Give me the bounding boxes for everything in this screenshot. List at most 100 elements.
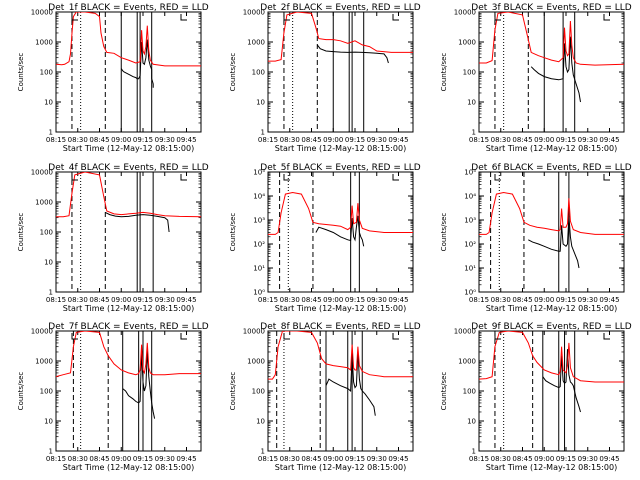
events-series-line [120,39,154,88]
y-tick-label: 10000 [31,9,53,17]
y-tick-label: 100 [40,69,53,77]
x-tick-label: 08:15 [46,136,66,144]
x-tick-label: 09:15 [556,296,576,304]
top-left-marker [71,174,78,181]
y-tick-label: 10 [467,99,476,107]
x-tick-label: 08:15 [469,136,489,144]
y-tick-label: 10000 [454,328,476,336]
x-tick-label: 08:45 [89,296,109,304]
x-tick-label: 09:00 [534,296,554,304]
x-axis-label: Start Time (12-May-12 08:15:00) [63,304,194,313]
lld-series-line [268,331,413,380]
panel-title: Det_5f BLACK = Events, RED = LLD [260,163,420,173]
x-axis-label: Start Time (12-May-12 08:15:00) [275,144,406,153]
top-corner-marker [180,14,187,21]
y-tick-label: 10¹ [464,265,476,273]
x-tick-label: 08:30 [68,136,88,144]
panel-title: Det_8f BLACK = Events, RED = LLD [260,322,420,332]
lld-series-line [479,12,624,66]
x-tick-label: 08:45 [512,296,532,304]
plot-frame [55,330,202,452]
x-tick-label: 09:00 [323,296,343,304]
panel-title: Det_2f BLACK = Events, RED = LLD [260,3,420,13]
x-axis-label: Start Time (12-May-12 08:15:00) [486,463,617,472]
y-tick-label: 10000 [243,328,265,336]
y-tick-label: 10000 [243,9,265,17]
x-axis-label: Start Time (12-May-12 08:15:00) [63,144,194,153]
x-tick-label: 08:30 [68,455,88,463]
x-tick-label: 09:45 [388,136,408,144]
y-tick-label: 10 [44,418,53,426]
y-tick-label: 1 [49,289,53,297]
plot-frame [55,171,202,293]
y-tick-label: 10⁴ [464,193,476,201]
x-tick-label: 08:30 [68,296,88,304]
y-tick-label: 10 [256,99,265,107]
y-tick-label: 1 [49,129,53,137]
x-tick-label: 09:15 [556,455,576,463]
plot-area [268,12,413,132]
x-tick-label: 09:15 [556,136,576,144]
y-tick-label: 10⁴ [253,193,265,201]
top-corner-marker [180,174,187,181]
x-tick-label: 09:45 [599,296,619,304]
plot-area [56,12,201,132]
lld-series-line [56,172,201,218]
y-axis-label: Counts/sec [17,53,25,92]
x-tick-label: 09:45 [176,136,196,144]
x-tick-label: 09:30 [367,296,387,304]
x-axis-label: Start Time (12-May-12 08:15:00) [63,463,194,472]
top-left-marker [494,174,501,181]
plot-area [56,172,201,292]
lld-series-line [479,331,624,383]
y-tick-label: 1 [472,129,476,137]
y-axis-label: Counts/sec [440,213,448,252]
y-tick-label: 100 [463,69,476,77]
y-tick-label: 100 [40,388,53,396]
x-tick-label: 09:30 [578,136,598,144]
x-tick-label: 08:15 [258,136,278,144]
events-series-line [316,44,389,64]
events-series-line [528,215,580,269]
events-series-line [122,350,156,419]
x-tick-label: 09:00 [111,455,131,463]
top-left-marker [71,333,78,340]
y-tick-label: 100 [252,69,265,77]
panel-5: Det_5f BLACK = Events, RED = LLD 08:15 08:… [229,163,421,313]
y-tick-label: 100 [40,229,53,237]
panel-title: Det_6f BLACK = Events, RED = LLD [471,163,631,173]
x-axis-label: Start Time (12-May-12 08:15:00) [275,304,406,313]
y-tick-label: 1000 [35,358,53,366]
x-tick-label: 09:00 [323,136,343,144]
x-tick-label: 09:15 [345,136,365,144]
x-tick-label: 08:30 [491,455,511,463]
events-series-line [530,36,581,103]
plot-area [268,331,413,451]
x-tick-label: 08:45 [301,455,321,463]
top-corner-marker [392,14,399,21]
x-tick-label: 09:15 [345,455,365,463]
y-tick-label: 10 [44,99,53,107]
x-axis-label: Start Time (12-May-12 08:15:00) [275,463,406,472]
x-tick-label: 09:15 [133,296,153,304]
x-tick-label: 09:45 [388,455,408,463]
panel-title: Det_3f BLACK = Events, RED = LLD [471,3,631,13]
plot-area [479,12,624,132]
y-tick-label: 1000 [458,39,476,47]
y-tick-label: 10 [256,418,265,426]
plot-area [479,331,624,451]
x-tick-label: 09:30 [155,455,175,463]
y-tick-label: 10 [44,259,53,267]
events-series-line [542,349,581,413]
plot-frame [478,330,625,452]
x-tick-label: 08:45 [301,296,321,304]
y-tick-label: 1000 [458,358,476,366]
x-axis-label: Start Time (12-May-12 08:15:00) [486,304,617,313]
x-tick-label: 08:15 [258,296,278,304]
